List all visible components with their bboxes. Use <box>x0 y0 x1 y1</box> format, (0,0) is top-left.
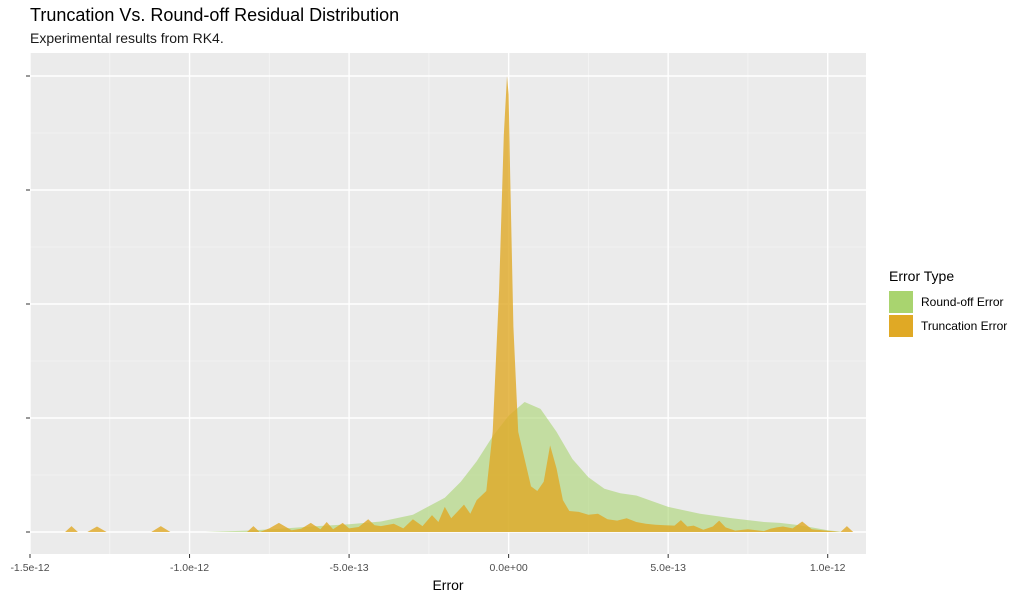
legend-label-truncation: Truncation Error <box>921 319 1008 333</box>
x-tick-label: -5.0e-13 <box>330 562 369 574</box>
legend-swatch-roundoff <box>889 291 913 313</box>
chart-subtitle: Experimental results from RK4. <box>30 30 224 46</box>
legend-title: Error Type <box>889 268 955 284</box>
legend-label-roundoff: Round-off Error <box>921 295 1004 309</box>
x-tick-label: 5.0e-13 <box>650 562 686 574</box>
legend-item-roundoff: Round-off Error <box>889 290 1007 314</box>
legend: Error Type Round-off Error Truncation Er… <box>889 268 1007 338</box>
x-axis-label: Error <box>432 577 464 593</box>
density-area-roundoff <box>68 402 844 532</box>
x-tick-label: -1.5e-12 <box>10 562 49 574</box>
x-tick-label: -1.0e-12 <box>170 562 209 574</box>
x-tick-label: 1.0e-12 <box>810 562 846 574</box>
chart-title: Truncation Vs. Round-off Residual Distri… <box>30 5 400 25</box>
legend-swatch-truncation <box>889 315 913 337</box>
x-tick-label: 0.0e+00 <box>490 562 528 574</box>
legend-item-truncation: Truncation Error <box>889 314 1007 338</box>
